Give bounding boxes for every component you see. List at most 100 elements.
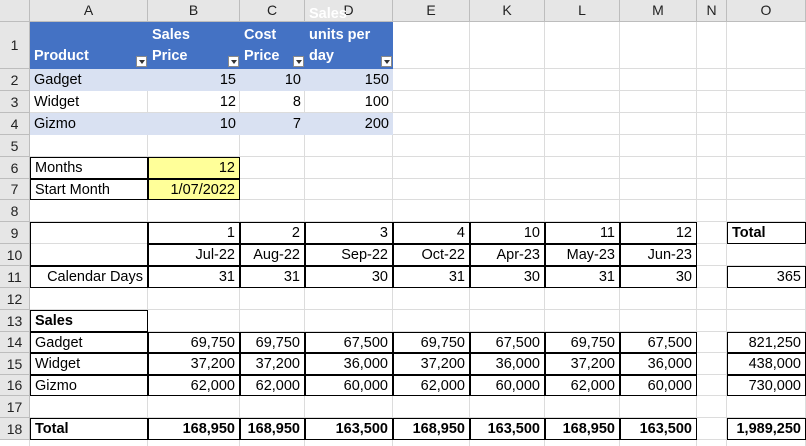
filter-dropdown-icon[interactable]	[381, 56, 392, 67]
sales-value-cell[interactable]: 36,000	[620, 353, 697, 375]
row-header-17[interactable]: 17	[0, 396, 30, 418]
period-total-cell[interactable]: 163,500	[470, 418, 545, 440]
start-month-input[interactable]: 1/07/2022	[148, 179, 240, 200]
table-header-b[interactable]: Sales Price	[148, 22, 240, 69]
row-header-15[interactable]: 15	[0, 353, 30, 375]
sales-value-cell[interactable]: 37,200	[148, 353, 240, 375]
period-total-cell[interactable]: 168,950	[148, 418, 240, 440]
table-value-cell[interactable]: 15	[148, 69, 240, 91]
calendar-days-total[interactable]: 365	[727, 266, 806, 288]
row-header-10[interactable]: 10	[0, 244, 30, 266]
row-header-12[interactable]: 12	[0, 288, 30, 310]
row-header-4[interactable]: 4	[0, 113, 30, 135]
table-value-cell[interactable]: 150	[305, 69, 393, 91]
sales-value-cell[interactable]: 62,000	[393, 375, 470, 396]
sales-value-cell[interactable]: 69,750	[393, 332, 470, 353]
calendar-days-label[interactable]: Calendar Days	[30, 266, 148, 288]
row-header-16[interactable]: 16	[0, 375, 30, 396]
sales-value-cell[interactable]: 62,000	[240, 375, 305, 396]
table-value-cell[interactable]: 8	[292, 94, 301, 110]
sales-row-label[interactable]: Widget	[30, 353, 148, 375]
grand-total-cell[interactable]: 1,989,250	[727, 418, 806, 440]
month-header-cell[interactable]: Jul-22	[148, 244, 240, 266]
row-header-18[interactable]: 18	[0, 418, 30, 440]
table-value-cell[interactable]: 10	[240, 69, 305, 91]
sales-value-cell[interactable]: 67,500	[620, 332, 697, 353]
sales-value-cell[interactable]: 37,200	[545, 353, 620, 375]
table-value-cell[interactable]: 10	[148, 113, 240, 135]
sales-row-total[interactable]: 730,000	[727, 375, 806, 396]
row-header-1[interactable]: 1	[0, 22, 30, 69]
table-value-cell[interactable]: 200	[305, 113, 393, 135]
filter-dropdown-icon[interactable]	[136, 56, 147, 67]
month-header-cell[interactable]: May-23	[545, 244, 620, 266]
select-all-corner[interactable]	[0, 0, 30, 22]
sales-value-cell[interactable]: 62,000	[148, 375, 240, 396]
calendar-days-cell[interactable]: 30	[470, 266, 545, 288]
period-total-cell[interactable]: 168,950	[240, 418, 305, 440]
month-header-cell[interactable]: Oct-22	[393, 244, 470, 266]
sales-value-cell[interactable]: 62,000	[545, 375, 620, 396]
table-header-c[interactable]: Cost Price	[240, 22, 305, 69]
calendar-days-cell[interactable]: 31	[240, 266, 305, 288]
timeline-label-cell[interactable]	[30, 222, 148, 266]
sales-value-cell[interactable]: 67,500	[305, 332, 393, 353]
month-header-cell[interactable]: Aug-22	[240, 244, 305, 266]
period-total-cell[interactable]: 168,950	[545, 418, 620, 440]
month-header-cell[interactable]: Sep-22	[305, 244, 393, 266]
sales-value-cell[interactable]: 37,200	[393, 353, 470, 375]
filter-dropdown-icon[interactable]	[293, 56, 304, 67]
sales-value-cell[interactable]: 37,200	[240, 353, 305, 375]
column-header-k[interactable]: K	[470, 0, 545, 22]
row-header-3[interactable]: 3	[0, 91, 30, 113]
sales-value-cell[interactable]: 60,000	[470, 375, 545, 396]
table-product-cell[interactable]: Gadget	[30, 69, 148, 91]
sales-row-total[interactable]: 438,000	[727, 353, 806, 375]
row-header-5[interactable]: 5	[0, 135, 30, 157]
row-header-14[interactable]: 14	[0, 332, 30, 353]
column-header-l[interactable]: L	[545, 0, 620, 22]
sales-value-cell[interactable]: 69,750	[240, 332, 305, 353]
calendar-days-cell[interactable]: 31	[393, 266, 470, 288]
calendar-days-cell[interactable]: 31	[545, 266, 620, 288]
column-header-e[interactable]: E	[393, 0, 470, 22]
period-number-cell[interactable]: 4	[393, 222, 470, 244]
column-header-n[interactable]: N	[697, 0, 727, 22]
column-header-a[interactable]: A	[30, 0, 148, 22]
period-number-cell[interactable]: 12	[620, 222, 697, 244]
sales-row-label[interactable]: Gizmo	[30, 375, 148, 396]
table-value-cell[interactable]: 12	[219, 94, 236, 110]
grand-total-label[interactable]: Total	[30, 418, 148, 440]
table-header-d[interactable]: Sales units per day	[305, 6, 393, 69]
period-number-cell[interactable]: 10	[470, 222, 545, 244]
sales-value-cell[interactable]: 67,500	[470, 332, 545, 353]
column-header-b[interactable]: B	[148, 0, 240, 22]
sales-row-total[interactable]: 821,250	[727, 332, 806, 353]
calendar-days-cell[interactable]: 30	[305, 266, 393, 288]
sales-value-cell[interactable]: 69,750	[148, 332, 240, 353]
table-value-cell[interactable]: 100	[364, 94, 389, 110]
filter-dropdown-icon[interactable]	[228, 56, 239, 67]
period-total-cell[interactable]: 163,500	[305, 418, 393, 440]
total-header-cell[interactable]: Total	[727, 222, 806, 244]
row-header-6[interactable]: 6	[0, 157, 30, 179]
column-header-d[interactable]: D	[305, 0, 393, 22]
period-number-cell[interactable]: 2	[240, 222, 305, 244]
period-number-cell[interactable]: 1	[148, 222, 240, 244]
sales-title[interactable]: Sales	[30, 310, 148, 332]
period-number-cell[interactable]: 3	[305, 222, 393, 244]
calendar-days-cell[interactable]: 30	[620, 266, 697, 288]
sales-value-cell[interactable]: 60,000	[620, 375, 697, 396]
row-header-9[interactable]: 9	[0, 222, 30, 244]
table-product-cell[interactable]: Widget	[34, 94, 80, 110]
sales-value-cell[interactable]: 36,000	[470, 353, 545, 375]
start-month-label[interactable]: Start Month	[30, 179, 148, 200]
row-header-2[interactable]: 2	[0, 69, 30, 91]
row-header-11[interactable]: 11	[0, 266, 30, 288]
row-header-13[interactable]: 13	[0, 310, 30, 332]
period-total-cell[interactable]: 163,500	[620, 418, 697, 440]
sales-row-label[interactable]: Gadget	[30, 332, 148, 353]
sales-value-cell[interactable]: 36,000	[305, 353, 393, 375]
table-header-a[interactable]: Product	[30, 22, 148, 69]
